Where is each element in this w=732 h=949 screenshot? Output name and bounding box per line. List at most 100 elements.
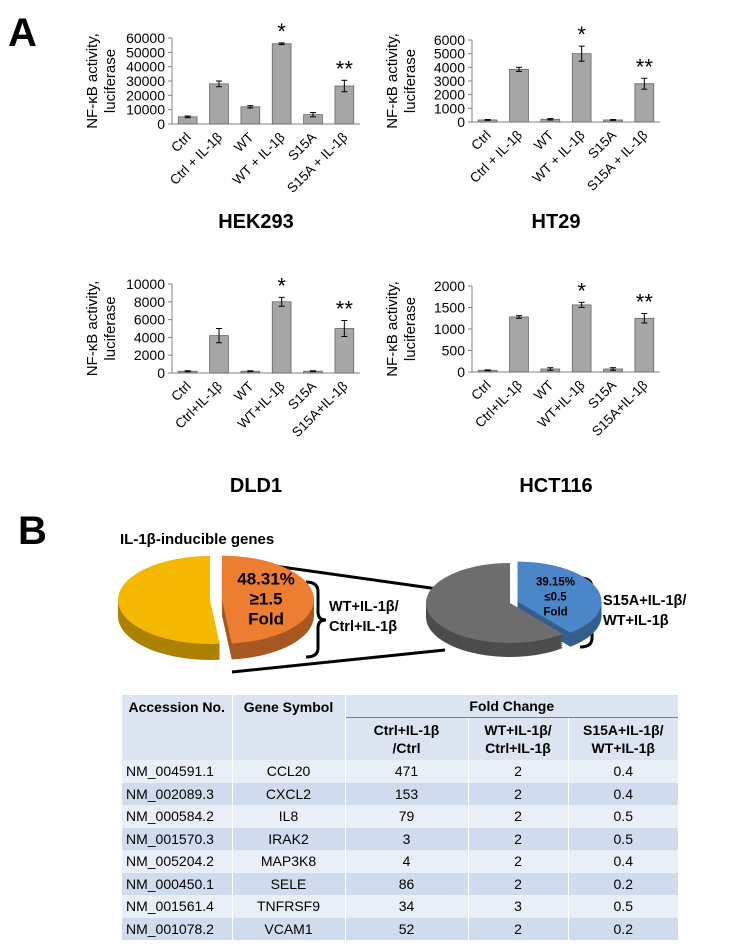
table-cell: NM_005204.2 [122,850,232,873]
table-cell: 2 [467,827,568,850]
table-cell: CCL20 [231,760,345,783]
table-row: NM_001078.2 VCAM1 52 2 0.2 [122,917,678,940]
table-row: NM_005204.2 MAP3K8 4 2 0.4 [122,850,678,873]
comparison-label: S15A+IL-1β/ [603,593,686,609]
table-cell: 0.2 [567,917,678,940]
bar [509,68,529,123]
table-cell: NM_002089.3 [122,782,232,805]
bar [509,316,529,373]
table-cell: NM_001561.4 [122,895,232,918]
y-axis-label: NF-κB activity, [84,281,101,377]
y-tick-label: 30000 [126,73,165,89]
y-tick-label: 2000 [434,278,465,294]
table-cell: NM_004591.1 [122,760,232,783]
table-row: NM_001561.4 TNFRSF9 34 3 0.5 [122,895,678,918]
y-tick-label: 2000 [134,347,165,363]
y-tick-label: 3000 [434,73,465,89]
y-axis-label: luciferase [102,296,119,360]
header-cell: Gene Symbol [231,695,345,760]
significance-mark: * [577,278,586,303]
y-tick-label: 40000 [126,59,165,75]
x-tick-label: Ctrl [168,379,193,404]
table-cell: 52 [344,917,468,940]
table-cell: 0.4 [567,850,678,873]
table-cell: 86 [344,872,468,895]
table-cell: 3 [467,895,568,918]
table-cell: NM_001570.3 [122,827,232,850]
pie-slice [118,556,220,644]
y-axis-label: NF-κB activity, [384,281,401,377]
y-tick-label: 2000 [434,87,465,103]
subheader-line: WT+IL-1β [591,740,655,756]
bar [271,43,292,125]
table-row: NM_002089.3 CXCL2 153 2 0.4 [122,782,678,805]
table-cell: NM_001078.2 [122,917,232,940]
significance-mark: * [577,22,586,47]
table-cell: 2 [467,782,568,805]
bar [240,106,261,125]
y-axis-label: NF-κB activity, [84,33,101,129]
y-tick-label: 1000 [434,321,465,337]
table-cell: 2 [467,917,568,940]
significance-mark: ** [636,290,654,315]
table-cell: VCAM1 [231,917,345,940]
table-cell: IRAK2 [231,827,345,850]
table-cell: 0.5 [567,827,678,850]
y-tick-label: 50000 [126,44,165,60]
y-tick-label: 0 [457,364,465,380]
significance-mark: ** [636,54,654,79]
slice-label: Fold [543,606,567,618]
x-tick-label: WT [231,130,256,155]
table-cell: 0.2 [567,872,678,895]
y-tick-label: 5000 [434,46,465,62]
significance-mark: * [277,273,286,298]
subheader-line: S15A+IL-1β/ [582,722,664,738]
table-row: NM_004591.1 CCL20 471 2 0.4 [122,760,678,783]
subheader-cell: Ctrl+IL-1β/Ctrl [344,717,468,760]
comparison-label: Ctrl+IL-1β [329,619,397,635]
y-tick-label: 1500 [434,300,465,316]
significance-mark: ** [336,296,354,321]
chart-title: HCT116 [519,475,592,497]
table-cell: 79 [344,805,468,828]
x-tick-label: WT [531,378,556,403]
table-cell: 0.5 [567,805,678,828]
y-tick-label: 6000 [434,32,465,48]
gene-table: Accession No. Gene Symbol Fold Change Ct… [122,695,678,940]
y-tick-label: 10000 [126,102,165,118]
table-row: NM_000450.1 SELE 86 2 0.2 [122,872,678,895]
comparison-label: WT+IL-1β [603,613,669,629]
y-axis-label: NF-κB activity, [384,33,401,129]
header-cell: Fold Change [344,695,678,718]
table-cell: 0.5 [567,895,678,918]
slice-label: Fold [248,610,284,629]
table-cell: 3 [344,827,468,850]
comparison-label: WT+IL-1β/ [329,599,399,615]
slice-label: 39.15% [536,576,575,588]
y-tick-label: 0 [157,365,165,381]
table-cell: NM_000584.2 [122,805,232,828]
bar [634,317,655,373]
significance-mark: * [277,19,286,44]
table-row: NM_001570.3 IRAK2 3 2 0.5 [122,827,678,850]
pie-slice [426,563,563,644]
table-cell: MAP3K8 [231,850,345,873]
figure: A B 0100002000030000400005000060000NF-κB… [8,11,686,674]
y-axis-label: luciferase [402,49,419,113]
bar [271,301,292,374]
x-tick-label: WT [531,128,556,153]
bar [571,53,592,123]
y-axis-label: luciferase [102,49,119,113]
table-cell: 471 [344,760,468,783]
y-tick-label: 0 [457,114,465,130]
table-body: NM_004591.1 CCL20 471 2 0.4 NM_002089.3 CXCL2 1… [122,760,678,940]
subheader-line: WT+IL-1β/ [484,722,552,738]
y-tick-label: 1000 [434,100,465,116]
y-tick-label: 500 [442,343,466,359]
panel-label: A [8,11,37,55]
subheader-cell: S15A+IL-1β/WT+IL-1β [567,717,678,760]
bar [571,304,592,373]
table-cell: NM_000450.1 [122,872,232,895]
y-tick-label: 20000 [126,87,165,103]
